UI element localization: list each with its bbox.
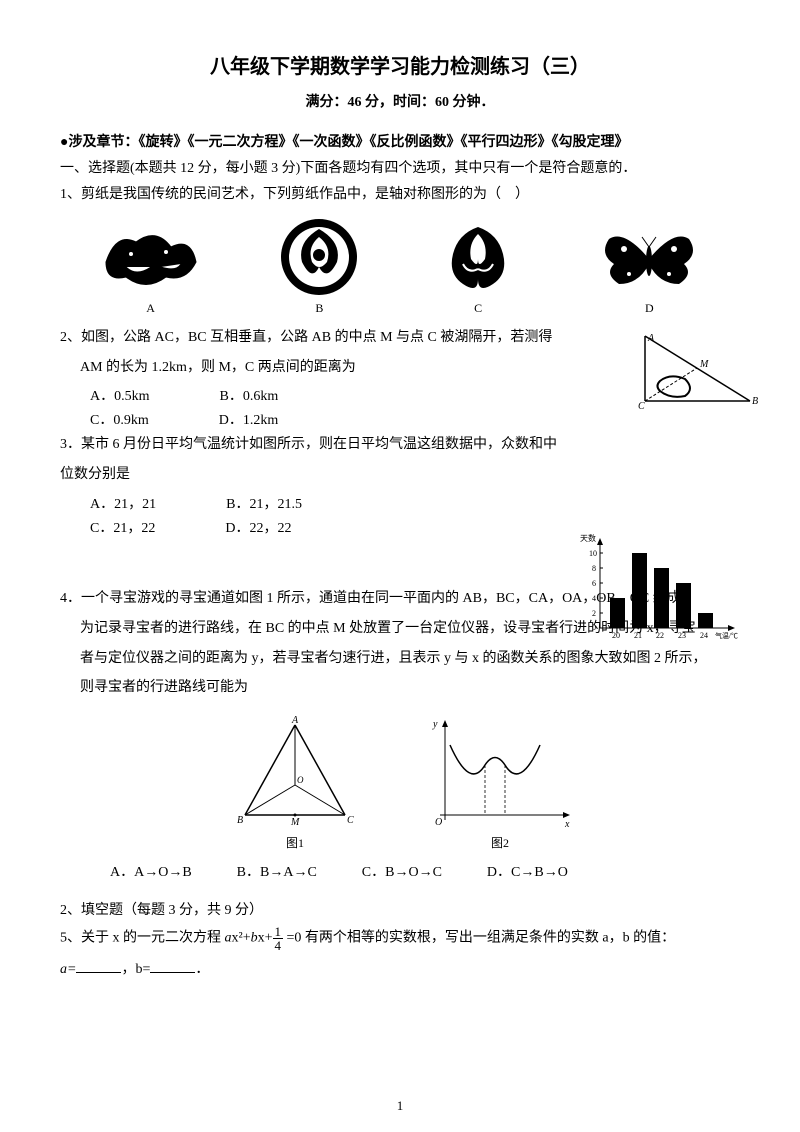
svg-text:22: 22 <box>656 631 664 640</box>
svg-text:23: 23 <box>678 631 686 640</box>
bar-chart: 天数 10 8 6 4 2 0 20 21 22 23 24 气温/℃ <box>575 533 740 643</box>
svg-text:天数: 天数 <box>580 533 596 543</box>
dragon-icon <box>96 222 206 297</box>
q4-fig2-label: 图2 <box>491 834 509 851</box>
q1-label-d: D <box>645 301 654 316</box>
question-3: 天数 10 8 6 4 2 0 20 21 22 23 24 气温/℃ 3．某市… <box>60 433 740 537</box>
svg-text:气温/℃: 气温/℃ <box>715 631 738 640</box>
q3-options-row1: A．21，21 B．21，21.5 <box>60 493 740 513</box>
q1-label-b: B <box>315 301 323 316</box>
fraction-icon: 14 <box>273 925 284 952</box>
q5-sep: ，b= <box>121 962 150 977</box>
q3-line1: 3．某市 6 月份日平均气温统计如图所示，则在日平均气温这组数据中，众数和中 <box>60 433 740 457</box>
q4-fig2: O x y 图2 <box>425 715 575 851</box>
q5-suffix: =0 有两个相等的实数根，写出一组满足条件的实数 a，b 的值： <box>283 931 675 946</box>
svg-text:C: C <box>347 815 354 826</box>
q4-line3: 者与定位仪器之间的距离为 y，若寻宝者匀速行进，且表示 y 与 x 的函数关系的… <box>60 647 740 671</box>
svg-text:C: C <box>638 401 645 412</box>
svg-text:0: 0 <box>592 623 596 632</box>
triangle-lake-diagram: A M B C <box>630 331 760 416</box>
chapters-line: ●涉及章节：《旋转》《一元二次方程》《一次函数》《反比例函数》《平行四边形》《勾… <box>60 131 740 151</box>
q2-opt-a: A．0.5km <box>90 385 150 405</box>
q3-line2: 位数分别是 <box>60 463 740 487</box>
svg-text:10: 10 <box>589 549 597 558</box>
question-1-text: 1、剪纸是我国传统的民间艺术，下列剪纸作品中，是轴对称图形的为（ ） <box>60 183 740 207</box>
svg-text:8: 8 <box>592 564 596 573</box>
blank-input-b[interactable] <box>150 959 195 973</box>
svg-text:B: B <box>237 815 243 826</box>
q3-opt-a: A．21，21 <box>90 493 156 513</box>
q5-eq1: x²+ <box>232 931 251 946</box>
svg-text:24: 24 <box>700 631 708 640</box>
q4-options: A．A→O→B B．B→A→C C．B→O→C D．C→B→O <box>60 861 740 881</box>
triangle-paths-diagram: A O B M C <box>225 715 365 830</box>
q4-opt-c: C．B→O→C <box>362 861 442 881</box>
question-1-images: A B C D <box>60 217 740 316</box>
svg-text:A: A <box>291 715 299 726</box>
floral-pattern-icon <box>433 219 523 297</box>
section-1-header: 一、选择题(本题共 12 分，每小题 3 分)下面各题均有四个选项，其中只有一个… <box>60 157 740 177</box>
q3-opt-b: B．21，21.5 <box>226 493 302 513</box>
q5-prefix: 5、关于 x 的一元二次方程 <box>60 931 225 946</box>
svg-text:B: B <box>752 396 758 407</box>
q4-line4: 则寻宝者的行进路线可能为 <box>60 676 740 700</box>
page-title: 八年级下学期数学学习能力检测练习（三） <box>60 50 740 79</box>
q4-opt-d: D．C→B→O <box>487 861 568 881</box>
circular-pattern-icon <box>277 217 362 297</box>
svg-text:A: A <box>647 333 655 344</box>
svg-text:2: 2 <box>592 609 596 618</box>
svg-text:M: M <box>290 817 300 828</box>
svg-text:21: 21 <box>634 631 642 640</box>
q4-fig1: A O B M C 图1 <box>225 715 365 851</box>
question-5: 5、关于 x 的一元二次方程 ax²+bx+14 =0 有两个相等的实数根，写出… <box>60 925 740 952</box>
function-graph: O x y <box>425 715 575 830</box>
q2-opt-d: D．1.2km <box>219 409 279 429</box>
q1-label-c: C <box>474 301 482 316</box>
blank-input-a[interactable] <box>76 959 121 973</box>
section-2-header: 2、填空题（每题 3 分，共 9 分） <box>60 899 740 919</box>
q1-label-a: A <box>146 301 155 316</box>
svg-text:6: 6 <box>592 579 596 588</box>
q1-option-b: B <box>277 217 362 316</box>
svg-text:M: M <box>699 359 709 370</box>
page-number: 1 <box>0 1098 800 1114</box>
q5-a-label: a= <box>60 962 76 977</box>
question-5-line2: a= ，b= ． <box>60 958 740 982</box>
q4-opt-a: A．A→O→B <box>110 861 192 881</box>
butterfly-icon <box>594 219 704 297</box>
q1-option-a: A <box>96 222 206 316</box>
svg-text:4: 4 <box>592 594 596 603</box>
page-subtitle: 满分：46 分，时间：60 分钟． <box>60 91 740 111</box>
svg-text:x: x <box>564 819 570 830</box>
q3-opt-d: D．22，22 <box>225 517 291 537</box>
q4-figures: A O B M C 图1 O x y 图2 <box>60 715 740 851</box>
q4-fig1-label: 图1 <box>286 834 304 851</box>
svg-text:O: O <box>297 775 304 785</box>
q3-opt-c: C．21，22 <box>90 517 155 537</box>
question-2: A M B C 2、如图，公路 AC，BC 互相垂直，公路 AB 的中点 M 与… <box>60 326 740 430</box>
q4-opt-b: B．B→A→C <box>237 861 317 881</box>
svg-text:y: y <box>432 719 438 730</box>
svg-text:O: O <box>435 817 442 828</box>
q1-option-d: D <box>594 219 704 316</box>
q5-eq2: x+ <box>258 931 273 946</box>
q1-option-c: C <box>433 219 523 316</box>
svg-text:20: 20 <box>612 631 620 640</box>
q5-end: ． <box>195 962 209 977</box>
q2-opt-b: B．0.6km <box>220 385 279 405</box>
q2-opt-c: C．0.9km <box>90 409 149 429</box>
